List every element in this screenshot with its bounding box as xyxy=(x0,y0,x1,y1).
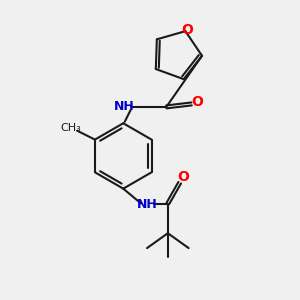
Text: NH: NH xyxy=(114,100,134,113)
Text: O: O xyxy=(191,95,203,110)
Text: NH: NH xyxy=(137,199,158,212)
Text: CH₃: CH₃ xyxy=(61,123,82,133)
Text: O: O xyxy=(181,23,193,37)
Text: O: O xyxy=(177,170,189,184)
